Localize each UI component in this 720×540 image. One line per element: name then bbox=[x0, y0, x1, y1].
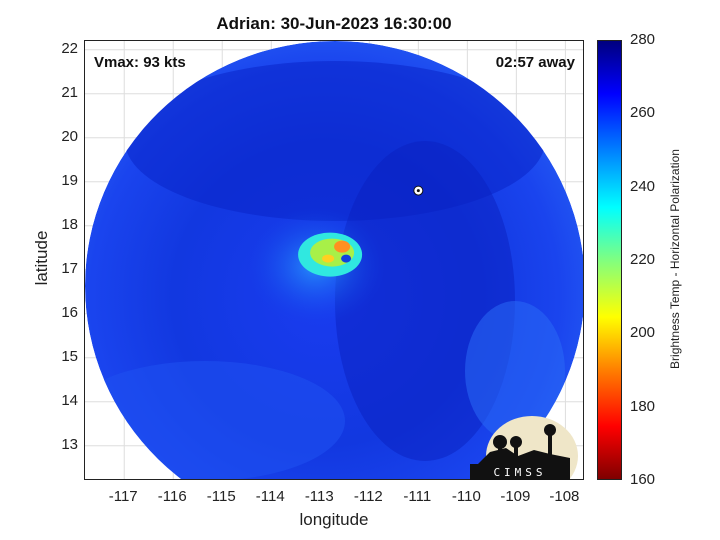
colorbar-tick-label: 240 bbox=[630, 177, 656, 195]
y-tick-label: 13 bbox=[61, 435, 78, 453]
colorbar-tick-label: 260 bbox=[630, 104, 656, 122]
vmax-label: Vmax: 93 kts bbox=[94, 54, 186, 71]
microwave-image bbox=[85, 41, 583, 479]
convection-cell bbox=[334, 240, 351, 253]
y-tick-label: 22 bbox=[61, 39, 78, 57]
marker-dot bbox=[416, 189, 420, 193]
x-tick-label: -116 bbox=[157, 488, 187, 505]
colorbar bbox=[597, 40, 622, 480]
position-marker bbox=[413, 185, 424, 196]
chart-title: Adrian: 30-Jun-2023 16:30:00 bbox=[216, 14, 452, 33]
colorbar-tick-label: 180 bbox=[630, 397, 656, 415]
map-plot-area bbox=[84, 40, 584, 480]
y-tick-label: 20 bbox=[61, 127, 78, 145]
y-tick-label: 14 bbox=[61, 391, 78, 409]
x-tick-label: -113 bbox=[304, 488, 334, 505]
svg-text:CIMSS: CIMSS bbox=[493, 466, 546, 479]
y-tick-label: 15 bbox=[61, 347, 78, 365]
colorbar-tick-label: 220 bbox=[630, 251, 656, 268]
cimss-logo: CIMSS bbox=[470, 416, 578, 480]
colorbar-tick-label: 160 bbox=[630, 471, 656, 488]
y-axis-label: latitude bbox=[32, 230, 51, 286]
x-tick-label: -115 bbox=[206, 488, 236, 505]
rainband-east bbox=[465, 301, 565, 441]
y-tick-label: 21 bbox=[61, 83, 78, 101]
x-tick-label: -111 bbox=[403, 488, 432, 505]
colorbar-tick-label: 200 bbox=[630, 324, 656, 342]
y-tick-label: 16 bbox=[61, 303, 78, 321]
x-tick-label: -112 bbox=[353, 488, 383, 505]
colorbar-label: Brightness Temp - Horizontal Polarizatio… bbox=[668, 149, 682, 369]
x-axis-label: longitude bbox=[299, 510, 369, 529]
convection-cell bbox=[322, 254, 335, 263]
time-away-label: 02:57 away bbox=[495, 54, 575, 71]
x-tick-label: -108 bbox=[549, 488, 580, 505]
colorbar-tick-label: 280 bbox=[630, 31, 656, 48]
convection-cell bbox=[341, 254, 352, 263]
y-tick-label: 17 bbox=[61, 259, 78, 277]
x-tick-label: -114 bbox=[255, 488, 285, 505]
y-tick-label: 18 bbox=[61, 215, 78, 233]
x-tick-label: -110 bbox=[451, 488, 481, 505]
x-tick-label: -117 bbox=[108, 488, 138, 505]
y-tick-label: 19 bbox=[61, 171, 78, 189]
x-tick-label: -109 bbox=[500, 488, 531, 505]
eyewall-convection bbox=[298, 232, 363, 277]
